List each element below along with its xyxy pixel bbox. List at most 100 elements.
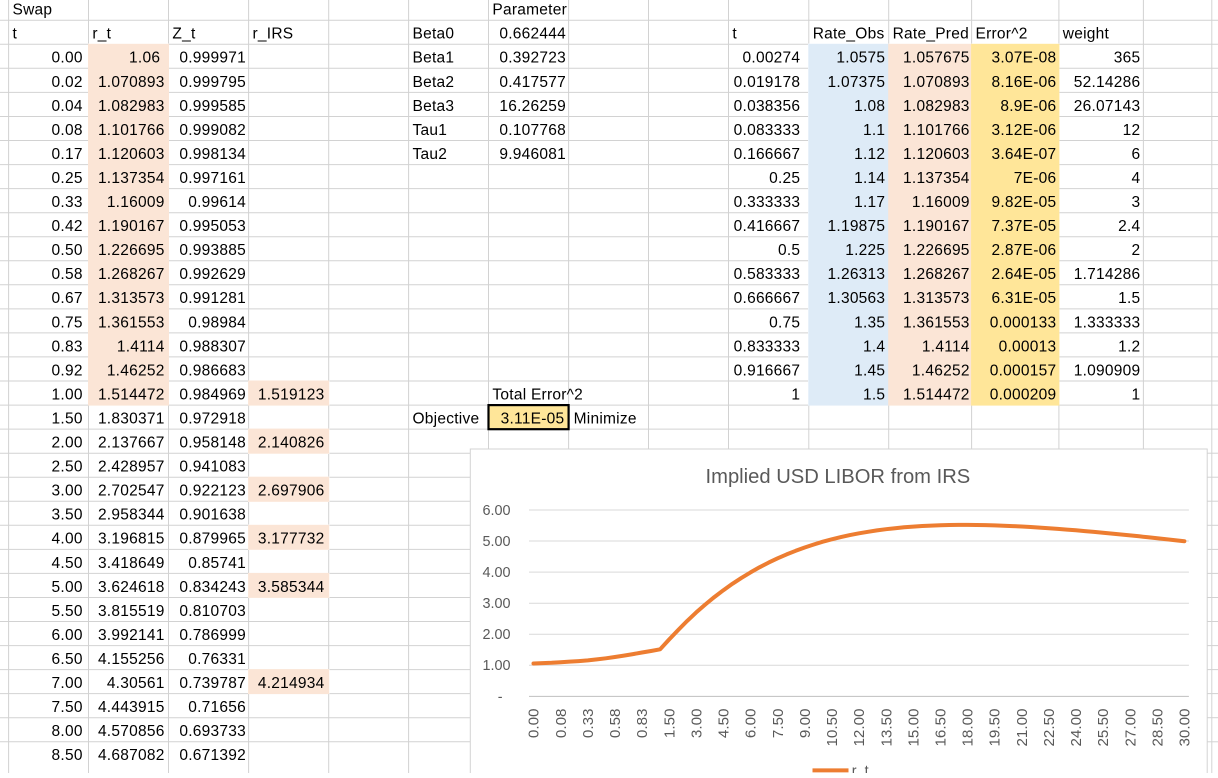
svg-text:4.00: 4.00: [52, 531, 83, 548]
svg-text:9.82E-05: 9.82E-05: [991, 194, 1056, 211]
svg-text:1.190167: 1.190167: [98, 218, 165, 235]
svg-text:1.101766: 1.101766: [98, 122, 165, 139]
svg-text:0.083333: 0.083333: [734, 122, 801, 139]
svg-text:1.190167: 1.190167: [903, 218, 970, 235]
svg-text:0.019178: 0.019178: [734, 74, 801, 91]
svg-text:1.50: 1.50: [52, 411, 83, 428]
svg-text:9.946081: 9.946081: [499, 146, 566, 163]
svg-text:Beta3: Beta3: [413, 98, 455, 115]
svg-text:0.995053: 0.995053: [179, 218, 246, 235]
svg-text:3.585344: 3.585344: [258, 579, 325, 596]
svg-text:1.268267: 1.268267: [98, 266, 165, 283]
svg-text:0.25: 0.25: [769, 170, 800, 187]
svg-text:Tau2: Tau2: [413, 146, 448, 163]
svg-text:365: 365: [1114, 50, 1141, 67]
svg-text:12.00: 12.00: [851, 709, 868, 747]
svg-text:0.834243: 0.834243: [179, 579, 246, 596]
svg-text:3: 3: [1132, 194, 1141, 211]
svg-text:1.17: 1.17: [854, 194, 885, 211]
svg-text:1.46252: 1.46252: [912, 362, 970, 379]
svg-text:4.00: 4.00: [482, 565, 510, 581]
svg-text:r_t: r_t: [852, 764, 869, 773]
svg-text:0.58: 0.58: [52, 266, 83, 283]
svg-text:1.4: 1.4: [863, 338, 885, 355]
svg-text:4.687082: 4.687082: [98, 747, 165, 764]
svg-text:24.00: 24.00: [1068, 709, 1085, 747]
svg-text:1.00: 1.00: [52, 386, 83, 403]
svg-text:Rate_Obs: Rate_Obs: [813, 26, 885, 43]
svg-text:5.50: 5.50: [52, 603, 83, 620]
svg-text:0.333333: 0.333333: [734, 194, 801, 211]
svg-text:2.140826: 2.140826: [258, 435, 325, 452]
svg-text:2.00: 2.00: [52, 435, 83, 452]
svg-text:3.00: 3.00: [52, 483, 83, 500]
svg-text:4.443915: 4.443915: [98, 699, 165, 716]
svg-text:0.666667: 0.666667: [734, 290, 801, 307]
svg-text:Rate_Pred: Rate_Pred: [893, 26, 969, 43]
svg-text:18.00: 18.00: [960, 709, 977, 747]
svg-text:8.50: 8.50: [52, 747, 83, 764]
svg-text:1.714286: 1.714286: [1074, 266, 1141, 283]
svg-text:Tau1: Tau1: [413, 122, 448, 139]
svg-text:3.50: 3.50: [52, 507, 83, 524]
svg-text:1.4114: 1.4114: [922, 338, 970, 355]
svg-text:8.9E-06: 8.9E-06: [1000, 98, 1056, 115]
svg-text:0.33: 0.33: [52, 194, 83, 211]
svg-text:0.988307: 0.988307: [179, 338, 246, 355]
svg-text:t: t: [13, 26, 18, 43]
svg-text:0.99614: 0.99614: [188, 194, 246, 211]
svg-text:0.922123: 0.922123: [179, 483, 246, 500]
svg-text:1.361553: 1.361553: [98, 314, 165, 331]
svg-text:0.76331: 0.76331: [188, 651, 246, 668]
svg-text:6.00: 6.00: [482, 503, 510, 519]
svg-text:1.12: 1.12: [854, 146, 885, 163]
svg-text:1.313573: 1.313573: [903, 290, 970, 307]
svg-text:Minimize: Minimize: [574, 411, 637, 428]
svg-text:1.5: 1.5: [863, 386, 885, 403]
svg-text:0.166667: 0.166667: [734, 146, 801, 163]
svg-text:1.137354: 1.137354: [903, 170, 970, 187]
svg-text:0.00274: 0.00274: [743, 50, 801, 67]
svg-text:3.196815: 3.196815: [98, 531, 165, 548]
svg-text:27.00: 27.00: [1122, 709, 1139, 747]
svg-text:r_IRS: r_IRS: [253, 26, 294, 43]
svg-text:0.75: 0.75: [769, 314, 800, 331]
svg-text:weight: weight: [1062, 26, 1110, 43]
svg-text:3.00: 3.00: [688, 709, 705, 739]
svg-text:52.14286: 52.14286: [1074, 74, 1141, 91]
svg-text:0.83: 0.83: [52, 338, 83, 355]
svg-text:3.418649: 3.418649: [98, 555, 165, 572]
svg-text:8.16E-06: 8.16E-06: [991, 74, 1056, 91]
svg-text:0.916667: 0.916667: [734, 362, 801, 379]
svg-text:7E-06: 7E-06: [1014, 170, 1057, 187]
svg-text:1.226695: 1.226695: [98, 242, 165, 259]
svg-text:25.50: 25.50: [1095, 709, 1112, 747]
svg-text:0.998134: 0.998134: [179, 146, 246, 163]
svg-text:0.958148: 0.958148: [179, 435, 246, 452]
svg-text:1.313573: 1.313573: [98, 290, 165, 307]
svg-text:2.697906: 2.697906: [258, 483, 325, 500]
svg-text:1.514472: 1.514472: [98, 386, 165, 403]
svg-text:0.107768: 0.107768: [499, 122, 566, 139]
svg-text:1.082983: 1.082983: [903, 98, 970, 115]
svg-text:6.50: 6.50: [52, 651, 83, 668]
svg-text:16.50: 16.50: [933, 709, 950, 747]
svg-text:0.038356: 0.038356: [734, 98, 801, 115]
svg-text:0.583333: 0.583333: [734, 266, 801, 283]
svg-text:3.624618: 3.624618: [98, 579, 165, 596]
svg-text:0.984969: 0.984969: [179, 386, 246, 403]
svg-text:0.92: 0.92: [52, 362, 83, 379]
svg-text:12: 12: [1123, 122, 1141, 139]
svg-text:1.120603: 1.120603: [903, 146, 970, 163]
svg-text:22.50: 22.50: [1041, 709, 1058, 747]
svg-text:0.671392: 0.671392: [179, 747, 246, 764]
svg-text:1.120603: 1.120603: [98, 146, 165, 163]
svg-text:0.67: 0.67: [52, 290, 83, 307]
svg-text:0.5: 0.5: [778, 242, 800, 259]
svg-text:0.08: 0.08: [52, 122, 83, 139]
svg-text:0.83: 0.83: [634, 709, 651, 739]
svg-text:0.08: 0.08: [553, 709, 570, 739]
svg-text:0.58: 0.58: [607, 709, 624, 739]
svg-text:0.992629: 0.992629: [179, 266, 246, 283]
svg-text:0.000209: 0.000209: [990, 386, 1057, 403]
